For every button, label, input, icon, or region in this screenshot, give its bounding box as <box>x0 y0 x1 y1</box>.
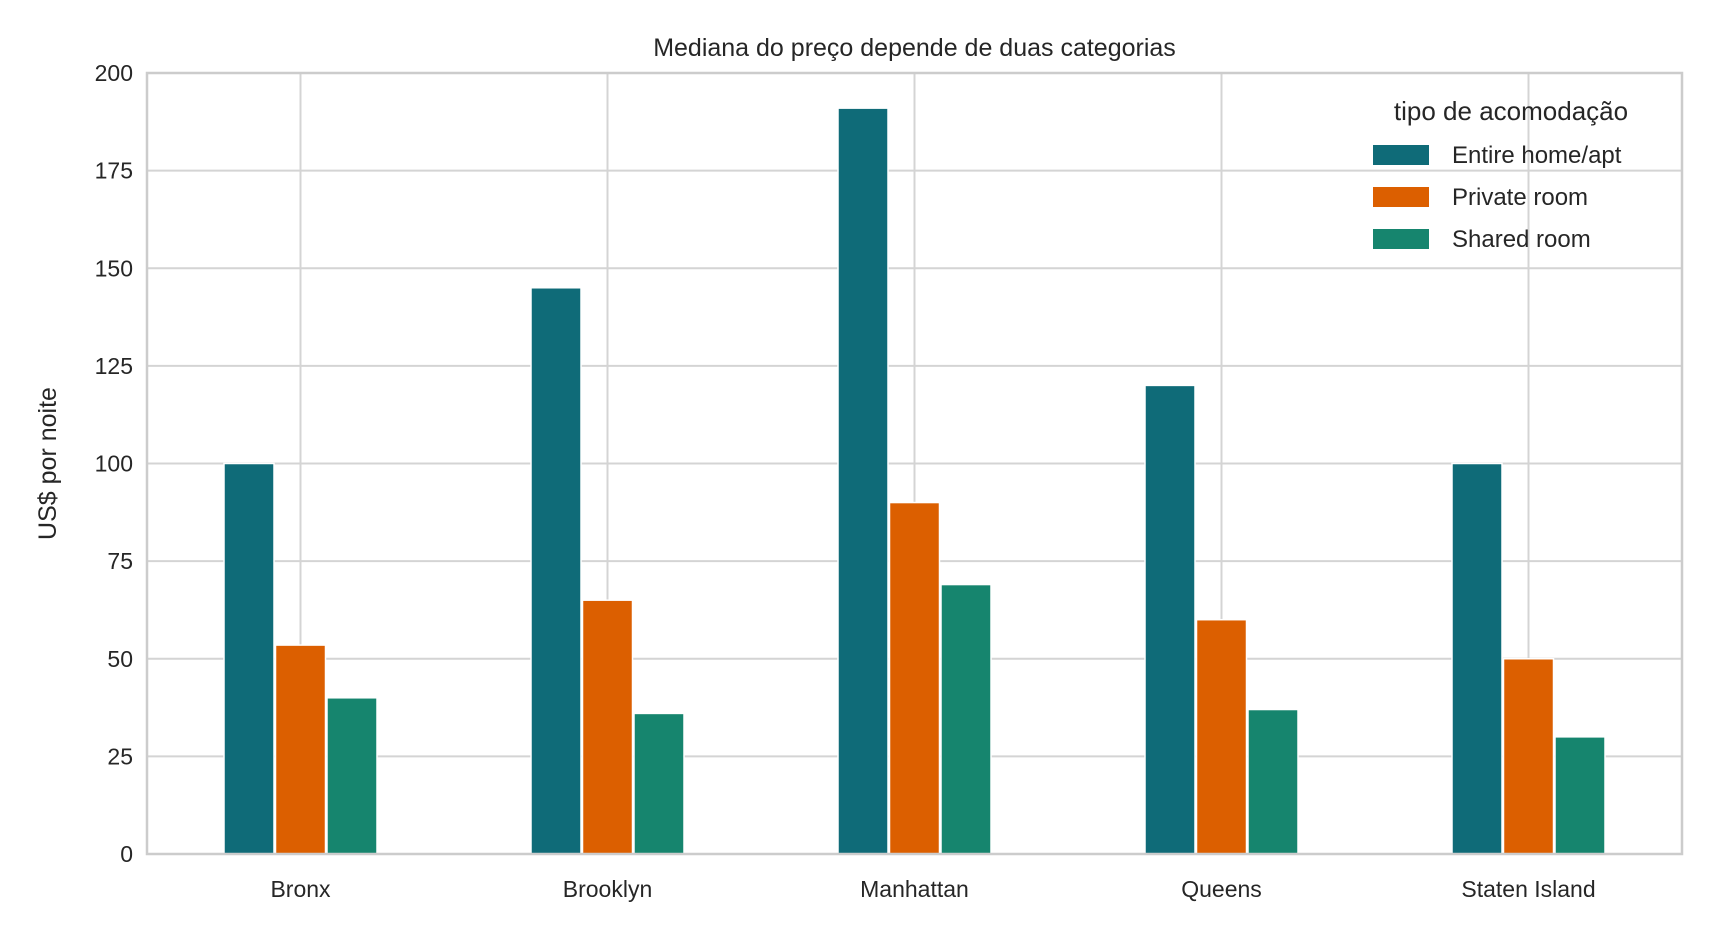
y-tick-label: 100 <box>95 451 133 477</box>
x-tick-label: Manhattan <box>860 876 969 902</box>
legend-title: tipo de acomodação <box>1394 96 1628 126</box>
x-tick-label: Bronx <box>270 876 331 902</box>
y-tick-label: 50 <box>107 646 133 672</box>
bar-manhattan-private-room <box>888 501 941 855</box>
y-tick-labels: 0 25 50 75 100 125 150 175 200 <box>95 60 133 867</box>
plot-frame <box>145 71 1684 856</box>
y-tick-label: 0 <box>120 841 133 867</box>
legend-swatch <box>1373 187 1429 207</box>
bar-brooklyn-entire-home-apt <box>530 287 582 855</box>
bar-staten-island-shared-room <box>1554 736 1606 855</box>
y-tick-label: 200 <box>95 60 133 86</box>
bar-bronx-entire-home-apt <box>223 462 275 855</box>
bar-bronx-shared-room <box>326 697 378 855</box>
legend-entry-label: Entire home/apt <box>1452 142 1622 169</box>
y-axis-label: US$ por noite <box>34 387 62 540</box>
y-tick-label: 125 <box>95 353 133 379</box>
x-tick-label: Brooklyn <box>563 876 652 902</box>
bar-brooklyn-private-room <box>581 599 634 855</box>
legend: tipo de acomodação Entire home/apt Privat… <box>1373 96 1628 253</box>
bar-queens-private-room <box>1195 618 1248 855</box>
y-tick-label: 25 <box>107 743 133 769</box>
y-tick-label: 75 <box>107 548 133 574</box>
chart-title: Mediana do preço depende de duas categor… <box>653 34 1176 62</box>
bars <box>223 107 1606 855</box>
bar-queens-entire-home-apt <box>1144 384 1196 855</box>
bar-manhattan-entire-home-apt <box>837 107 889 855</box>
bar-bronx-private-room <box>274 644 327 855</box>
bar-staten-island-private-room <box>1502 658 1555 855</box>
legend-swatch <box>1373 229 1429 249</box>
bar-manhattan-shared-room <box>940 583 992 855</box>
bar-staten-island-entire-home-apt <box>1451 462 1503 855</box>
x-tick-label: Staten Island <box>1461 876 1595 902</box>
bar-brooklyn-shared-room <box>633 712 685 855</box>
legend-entry-label: Private room <box>1452 184 1588 211</box>
legend-swatch <box>1373 145 1429 165</box>
bar-queens-shared-room <box>1247 708 1299 855</box>
y-tick-label: 175 <box>95 158 133 184</box>
x-tick-label: Queens <box>1181 876 1262 902</box>
legend-entry-label: Shared room <box>1452 226 1591 253</box>
y-tick-label: 150 <box>95 255 133 281</box>
x-tick-labels: Bronx Brooklyn Manhattan Queens Staten Islan… <box>270 876 1595 902</box>
